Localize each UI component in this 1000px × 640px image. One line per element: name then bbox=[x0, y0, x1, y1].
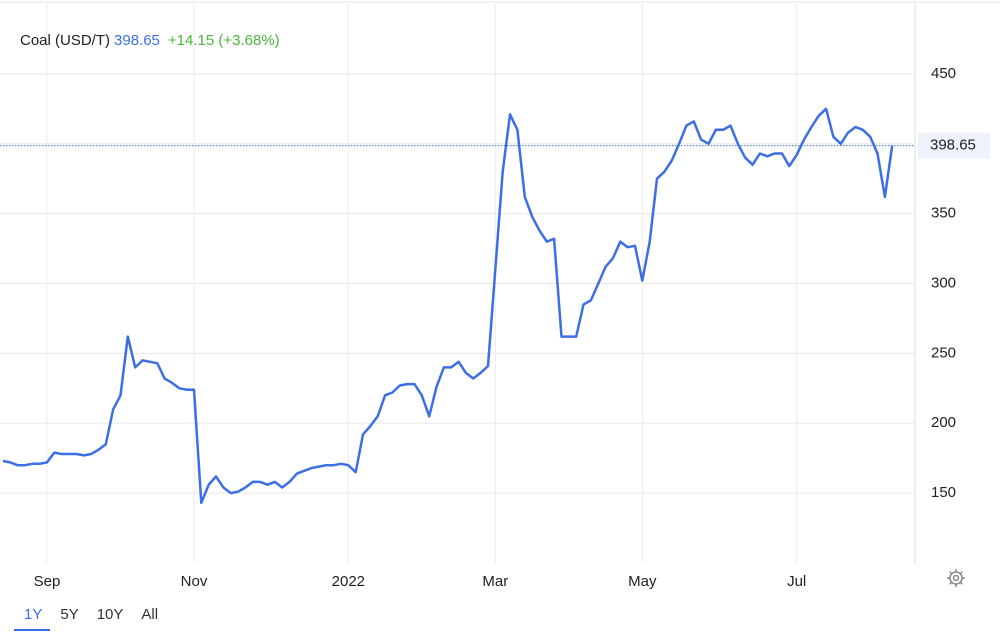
x-tick-label: Sep bbox=[34, 573, 61, 590]
y-tick-label: 200 bbox=[931, 414, 956, 431]
settings-icon[interactable] bbox=[947, 569, 965, 587]
range-button[interactable]: 10Y bbox=[96, 606, 124, 623]
last-price-box bbox=[918, 132, 990, 159]
last-price-label: 398.65 bbox=[930, 137, 976, 154]
price-line bbox=[2, 107, 894, 505]
y-tick-label: 150 bbox=[931, 484, 956, 501]
y-tick-label: 250 bbox=[931, 344, 956, 361]
range-button[interactable]: 5Y bbox=[60, 606, 79, 623]
price: 398.65 bbox=[114, 32, 160, 49]
x-tick-label: 2022 bbox=[332, 573, 365, 590]
range-button[interactable]: All bbox=[141, 606, 159, 623]
change: +14.15 (+3.68%) bbox=[167, 32, 280, 49]
x-tick-label: Nov bbox=[181, 573, 208, 590]
y-tick-label: 450 bbox=[931, 65, 956, 82]
range-button[interactable]: 1Y bbox=[14, 604, 51, 631]
y-tick-label: 350 bbox=[931, 205, 956, 222]
x-tick-label: Jul bbox=[787, 573, 806, 590]
title: Coal (USD/T) bbox=[20, 32, 111, 49]
x-tick-label: May bbox=[628, 573, 657, 590]
x-tick-label: Mar bbox=[482, 573, 508, 590]
range-selector: 1Y 5Y 10Y All bbox=[14, 604, 166, 631]
y-tick-label: 300 bbox=[931, 274, 956, 291]
header: Coal (USD/T) 398.65 +14.15 (+3.68%) bbox=[20, 32, 280, 49]
